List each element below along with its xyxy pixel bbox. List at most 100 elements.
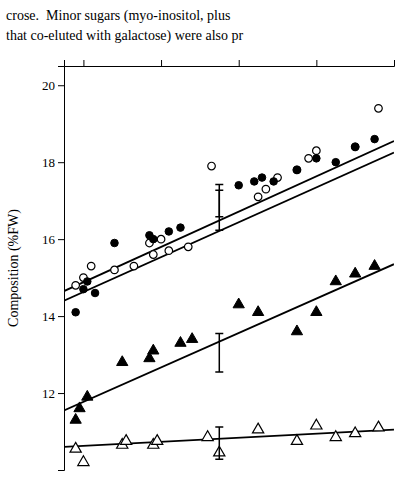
point xyxy=(373,421,384,431)
point xyxy=(78,456,89,466)
point xyxy=(233,298,244,308)
point xyxy=(117,356,128,366)
point xyxy=(351,143,359,151)
x-tick xyxy=(316,60,317,66)
point xyxy=(202,431,213,441)
y-tick-label: 20 xyxy=(42,78,55,93)
chart: crose. Minor sugars (myo-inositol, plus t… xyxy=(0,0,412,486)
point xyxy=(74,402,85,412)
point xyxy=(330,431,341,441)
y-tick-label: 12 xyxy=(42,386,55,401)
point xyxy=(262,185,270,193)
point xyxy=(186,333,197,343)
point xyxy=(70,442,81,452)
y-axis: 12 14 16 18 20 xyxy=(42,67,65,471)
x-tick-mark xyxy=(161,60,162,66)
y-tick: 16 xyxy=(42,232,64,247)
point xyxy=(120,435,131,445)
point xyxy=(148,344,159,354)
fit-line xyxy=(64,264,394,410)
y-tick: 14 xyxy=(42,309,64,324)
point xyxy=(152,435,163,445)
y-tick-mark xyxy=(58,316,64,317)
x-tick xyxy=(239,60,240,66)
point xyxy=(313,155,321,163)
y-tick: 12 xyxy=(42,386,64,401)
y-axis-title: Composition (%FW) xyxy=(6,209,22,327)
point xyxy=(351,143,359,151)
fit-line xyxy=(64,430,394,447)
x-tick-mark xyxy=(316,60,317,66)
point xyxy=(82,390,93,400)
point xyxy=(371,135,379,143)
point xyxy=(70,413,81,423)
point xyxy=(72,308,80,316)
point xyxy=(208,162,216,170)
y-tick-label: 14 xyxy=(42,309,56,324)
point xyxy=(270,178,278,186)
point xyxy=(130,262,138,270)
point xyxy=(111,266,119,274)
x-tick xyxy=(161,60,162,66)
y-tick: 18 xyxy=(42,155,64,170)
y-tick-mark xyxy=(58,239,64,240)
point xyxy=(87,262,95,270)
point xyxy=(252,423,263,433)
point xyxy=(84,278,92,286)
error-bar xyxy=(215,427,223,459)
point xyxy=(72,282,80,290)
x-axis xyxy=(65,60,395,67)
point xyxy=(165,247,173,255)
point xyxy=(254,193,262,201)
plot-area xyxy=(64,105,394,466)
y-tick-mark xyxy=(58,162,64,163)
point xyxy=(80,285,88,293)
annotation: crose. Minor sugars (myo-inositol, plus xyxy=(6,8,230,24)
point xyxy=(150,235,158,243)
point xyxy=(91,289,99,297)
point xyxy=(369,260,380,270)
y-tick-mark xyxy=(58,85,64,86)
point xyxy=(330,275,341,285)
point xyxy=(111,239,119,247)
y-tick-label: 16 xyxy=(42,232,56,247)
point xyxy=(165,228,173,236)
point xyxy=(291,325,302,335)
fit-line xyxy=(64,141,394,291)
fit-line xyxy=(64,153,394,301)
y-tick: 20 xyxy=(42,78,64,93)
point xyxy=(175,337,186,347)
fit-lines xyxy=(64,141,394,447)
point xyxy=(305,155,313,163)
point xyxy=(252,306,263,316)
point xyxy=(177,224,185,232)
point xyxy=(235,181,243,189)
point xyxy=(258,174,266,182)
point xyxy=(375,105,383,113)
point xyxy=(150,251,158,259)
point xyxy=(291,435,302,445)
point xyxy=(311,306,322,316)
error-bar xyxy=(215,333,223,371)
y-axis-line xyxy=(58,67,65,471)
point xyxy=(293,166,301,174)
point xyxy=(184,243,192,251)
point xyxy=(157,235,165,243)
x-tick xyxy=(83,60,84,66)
x-tick-mark xyxy=(83,60,84,66)
point xyxy=(313,147,321,155)
point xyxy=(350,267,361,277)
point xyxy=(250,178,258,186)
points xyxy=(70,105,384,466)
x-tick-mark xyxy=(239,60,240,66)
error-bars xyxy=(215,185,223,460)
x-axis-line xyxy=(65,60,395,67)
point xyxy=(293,166,301,174)
y-tick-label: 18 xyxy=(42,155,55,170)
point xyxy=(311,419,322,429)
annotation: that co-eluted with galactose) were also… xyxy=(6,28,243,44)
point xyxy=(332,158,340,166)
error-bar xyxy=(215,185,223,217)
y-tick-mark xyxy=(58,393,64,394)
point xyxy=(350,427,361,437)
